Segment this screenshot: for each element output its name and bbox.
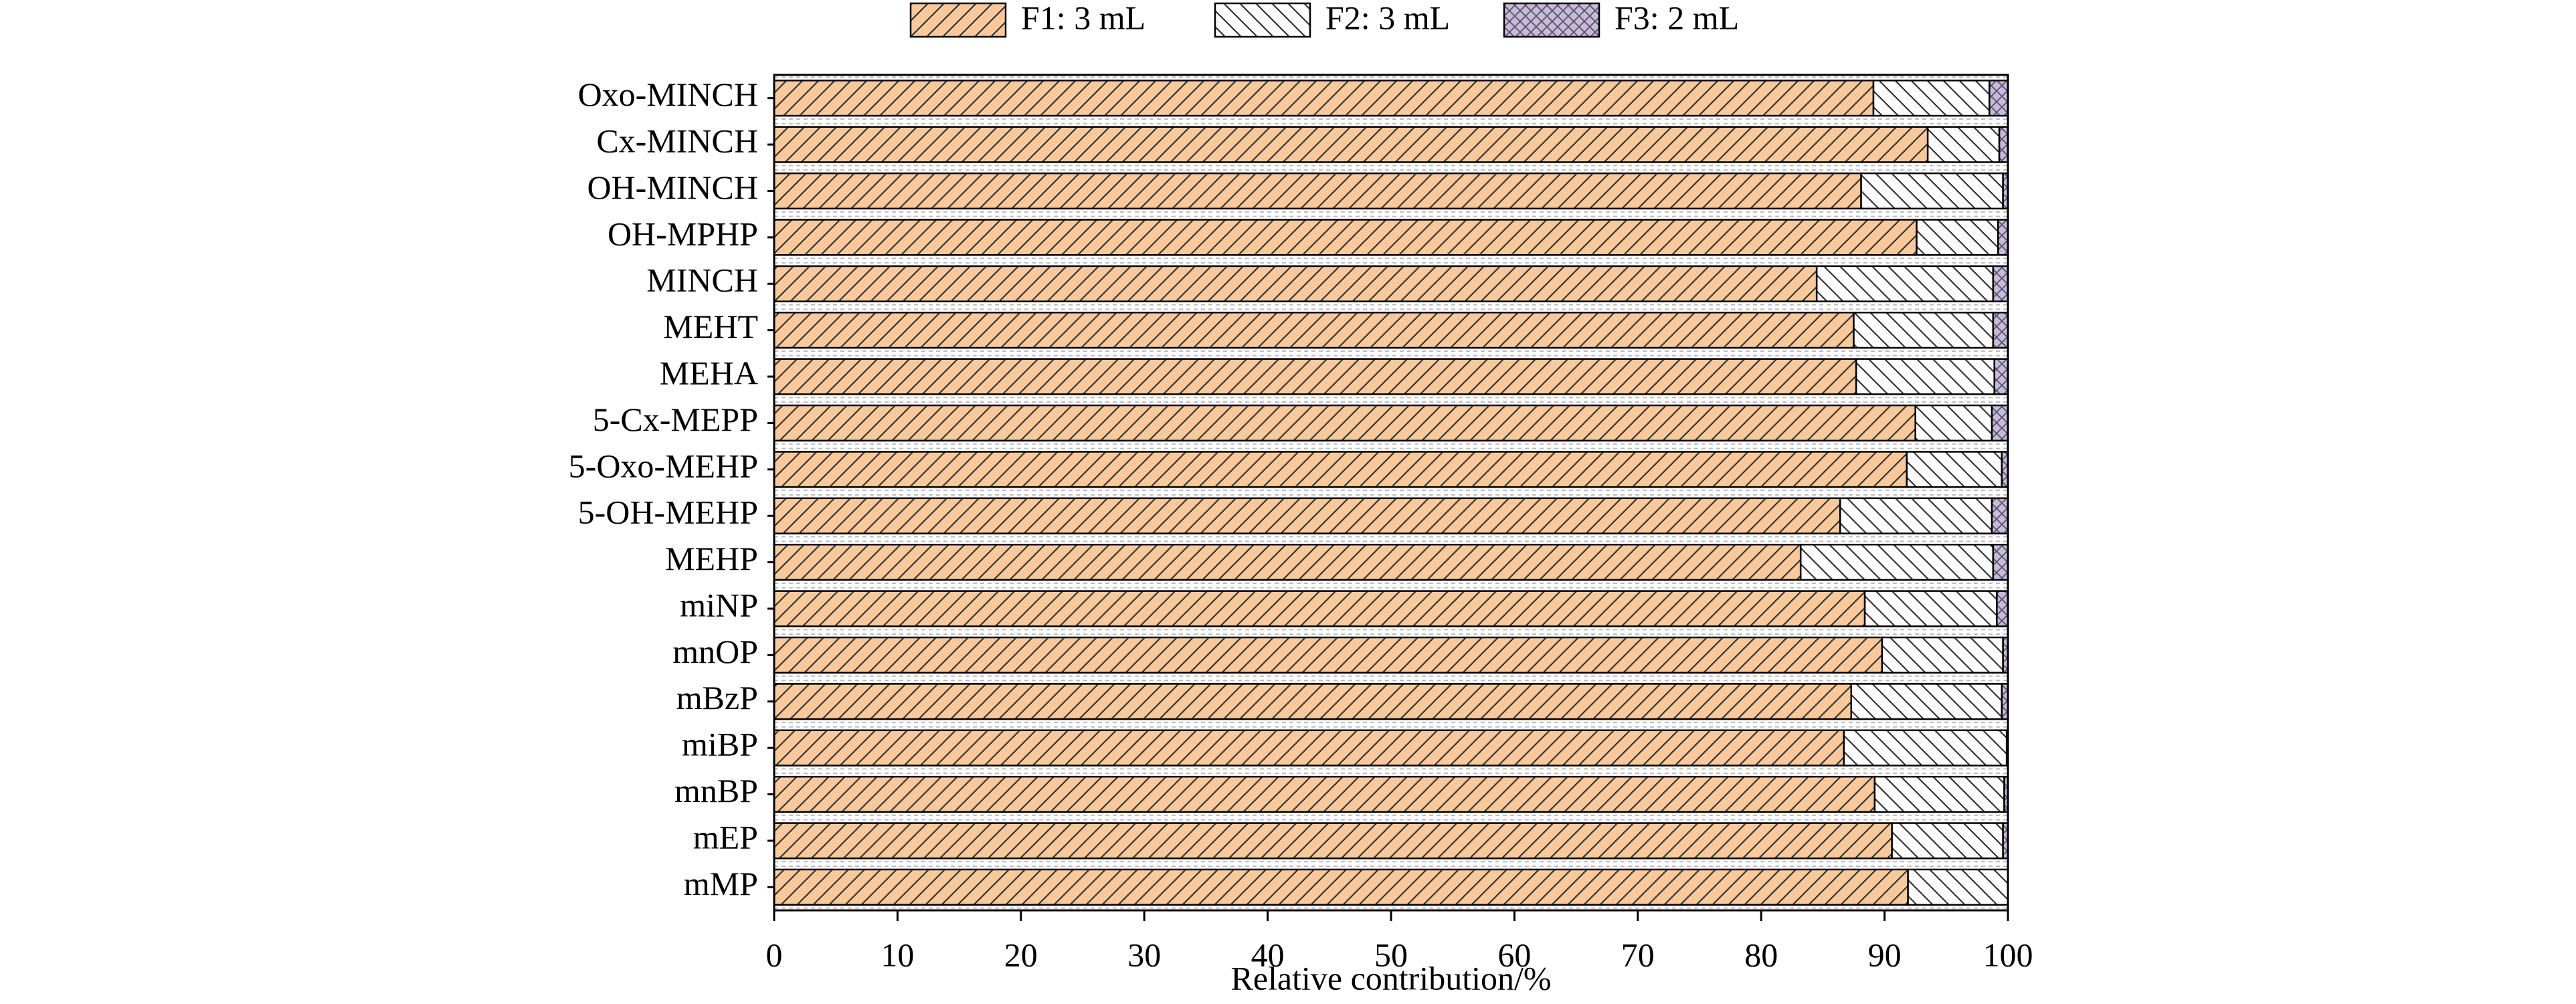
legend-label: F1: 3 mL	[1021, 0, 1145, 36]
x-tick-label: 60	[1497, 936, 1531, 973]
bar-segment	[773, 265, 1818, 302]
bar-segment	[1853, 312, 1995, 349]
bar-segment	[773, 590, 1866, 627]
bar-segment	[773, 312, 1855, 349]
y-tick-label: Oxo-MINCH	[578, 76, 758, 113]
bar-segment	[1907, 868, 2009, 906]
bar-segment	[1997, 219, 2009, 256]
legend-label: F2: 3 mL	[1325, 0, 1450, 36]
bar-segment	[1914, 404, 1993, 442]
x-tick-label: 50	[1374, 936, 1408, 973]
bar-segment	[773, 683, 1853, 720]
y-tick-label: miBP	[682, 726, 758, 763]
y-tick-label: MEHP	[665, 540, 758, 577]
y-tick-label: 5-Oxo-MEHP	[569, 447, 758, 484]
x-tick-label: 90	[1868, 936, 1902, 973]
bar-segment	[773, 822, 1893, 860]
y-tick-label: mMP	[684, 865, 758, 902]
x-axis-title: Relative contribution/%	[1230, 959, 1551, 997]
x-tick-label: 70	[1621, 936, 1655, 973]
bar-segment	[1906, 451, 2003, 488]
bar-segment	[773, 729, 1845, 767]
bar-segment	[773, 497, 1841, 534]
x-tick-label: 0	[766, 936, 783, 973]
y-tick-label: miNP	[680, 586, 758, 623]
x-tick-label: 40	[1251, 936, 1285, 973]
x-tick-label: 10	[881, 936, 914, 973]
bar-segment	[773, 543, 1802, 581]
y-tick-label: OH-MINCH	[587, 169, 758, 206]
x-tick-label: 20	[1004, 936, 1038, 973]
bar-segment	[1815, 265, 1995, 302]
bar-segment	[1872, 80, 1991, 117]
bar-segment	[773, 80, 1875, 117]
y-tick-label: mEP	[693, 818, 758, 856]
y-tick-label: MEHA	[660, 354, 758, 391]
bar-segment	[1843, 729, 2008, 767]
bar-segment	[1991, 404, 2009, 442]
bar-segment	[1992, 265, 2009, 302]
y-tick-label: 5-OH-MEHP	[578, 494, 758, 531]
y-tick-label: 5-Cx-MEPP	[593, 401, 758, 438]
bar-segment	[1850, 683, 2003, 720]
bar-segment	[1881, 636, 2004, 674]
bar-segment	[1991, 497, 2009, 534]
bar-segment	[773, 775, 1876, 813]
y-tick-label: mBzP	[676, 679, 758, 716]
bar-segment	[1996, 590, 2009, 627]
bar-segment	[1863, 590, 1998, 627]
legend-swatch	[1503, 2, 1600, 38]
bar-segment	[1992, 312, 2009, 349]
bar-segment	[773, 219, 1918, 256]
x-tick-label: 100	[1983, 936, 2033, 973]
bar-segment	[1873, 775, 2005, 813]
bar-segment	[773, 451, 1908, 488]
bar-segment	[1839, 497, 1993, 534]
bar-segment	[773, 172, 1862, 210]
legend-swatch	[1214, 2, 1311, 38]
x-tick-label: 80	[1744, 936, 1778, 973]
bar-segment	[1998, 126, 2009, 163]
y-tick-label: MINCH	[646, 262, 758, 299]
bar-segment	[1860, 172, 2004, 210]
bar-segment	[1891, 822, 2004, 860]
bar-segment	[1799, 543, 1995, 581]
bar-segment	[773, 358, 1857, 395]
bar-segment	[1992, 543, 2009, 581]
y-tick-label: OH-MPHP	[608, 215, 758, 252]
legend-label: F3: 2 mL	[1615, 0, 1739, 36]
legend-swatch	[909, 2, 1007, 38]
bar-segment	[773, 868, 1909, 906]
bar-segment	[1989, 80, 2009, 117]
x-tick-label: 30	[1127, 936, 1161, 973]
bar-segment	[773, 636, 1883, 674]
bar-segment	[1993, 358, 2009, 395]
bar-segment	[1855, 358, 1995, 395]
bar-segment	[773, 126, 1929, 163]
y-tick-label: MEHT	[663, 308, 758, 345]
bar-segment	[1926, 126, 2001, 163]
bar-segment	[773, 404, 1916, 442]
bar-segment	[1916, 219, 1999, 256]
y-tick-label: Cx-MINCH	[596, 122, 758, 160]
y-tick-label: mnBP	[674, 772, 758, 809]
y-tick-label: mnOP	[672, 633, 758, 670]
